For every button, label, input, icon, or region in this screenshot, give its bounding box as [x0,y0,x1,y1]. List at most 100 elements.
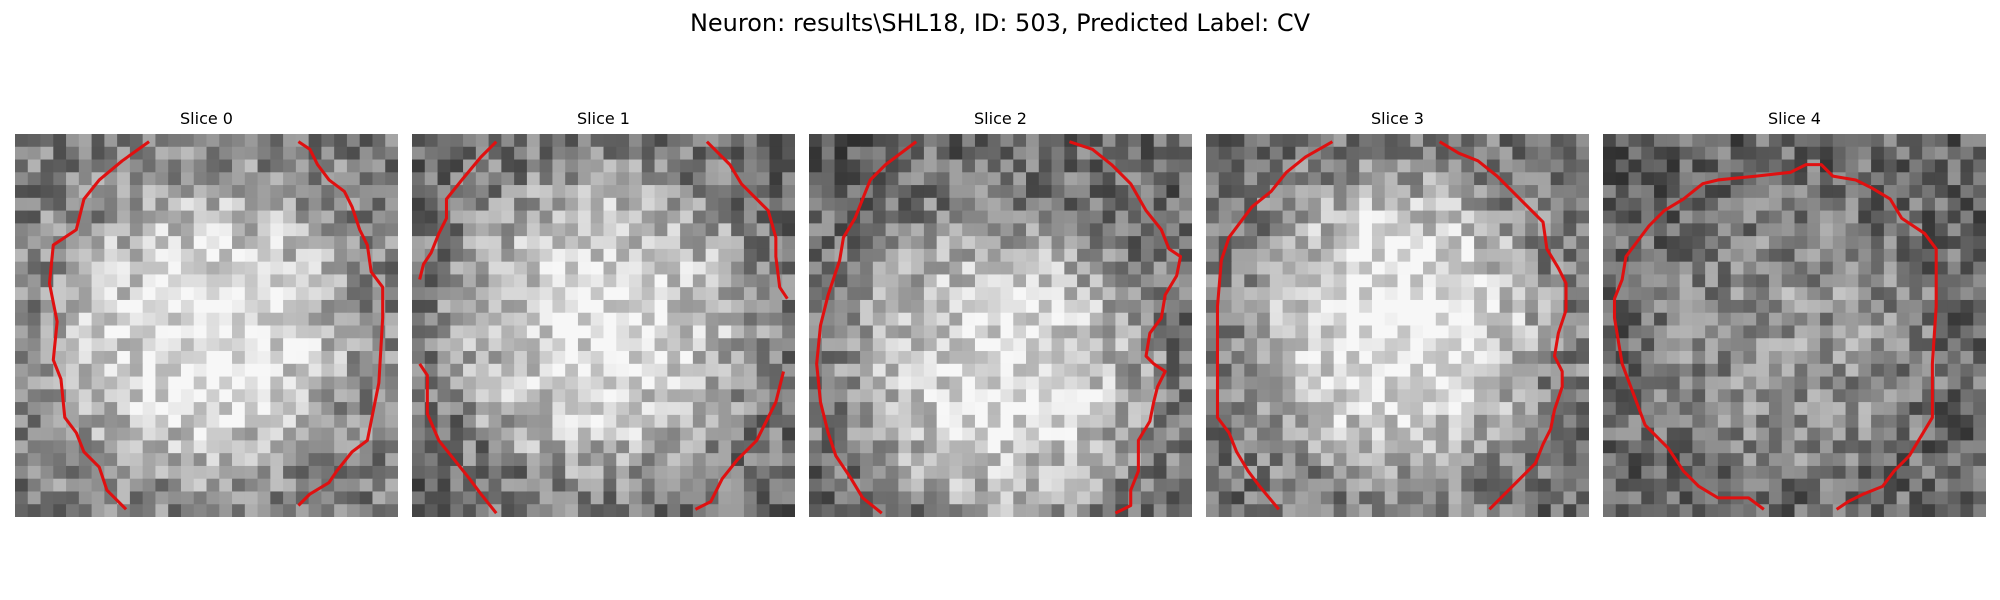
image-pixel [1218,312,1232,326]
image-pixel [295,427,310,441]
image-pixel [769,478,783,492]
image-pixel [385,389,398,403]
image-pixel [219,325,233,339]
image-pixel [475,236,489,250]
image-pixel [450,440,464,454]
image-pixel [1333,172,1347,186]
image-pixel [590,453,604,467]
image-pixel [731,312,745,326]
image-pixel [1781,389,1795,403]
image-pixel [1308,274,1322,288]
image-pixel [1934,312,1949,326]
image-pixel [654,338,668,352]
image-pixel [1410,402,1424,416]
image-pixel [1666,287,1680,301]
image-pixel [1947,146,1961,160]
image-pixel [1845,325,1859,339]
image-pixel [705,261,719,275]
image-pixel [590,478,604,492]
image-pixel [1820,453,1834,467]
image-pixel [232,223,246,237]
image-pixel [1333,414,1347,429]
image-pixel [1410,414,1424,429]
image-pixel [1474,478,1488,492]
image-pixel [270,351,284,365]
image-pixel [1550,299,1564,314]
image-pixel [962,236,976,250]
image-pixel [463,159,477,173]
image-pixel [437,146,451,160]
image-pixel [539,210,553,224]
image-pixel [1051,338,1065,352]
image-pixel [1807,363,1821,377]
image-pixel [1179,312,1192,326]
image-pixel [295,376,310,390]
image-pixel [898,376,912,390]
image-pixel [1692,312,1706,326]
image-pixel [526,146,541,160]
image-pixel [66,389,80,403]
image-pixel [1525,274,1539,288]
image-pixel [974,453,989,467]
image-pixel [1346,236,1360,250]
image-pixel [1448,261,1462,275]
image-pixel [1397,453,1411,467]
image-pixel [1013,504,1027,517]
image-pixel [1922,440,1936,454]
image-pixel [629,210,643,224]
image-pixel [1282,465,1296,480]
image-pixel [463,491,477,505]
image-pixel [1832,236,1846,250]
image-pixel [1115,299,1129,314]
image-pixel [168,197,182,211]
image-pixel [1102,299,1116,314]
image-pixel [565,325,579,339]
image-pixel [1934,197,1949,211]
image-pixel [1858,197,1872,211]
image-pixel [1756,402,1770,416]
image-pixel [117,402,131,416]
image-pixel [1206,414,1220,429]
image-pixel [1499,351,1513,365]
image-pixel [987,376,1001,390]
image-pixel [1576,299,1589,314]
image-pixel [1218,210,1232,224]
image-pixel [1384,159,1398,173]
image-pixel [1807,274,1821,288]
image-pixel [731,440,745,454]
image-pixel [1448,351,1462,365]
image-pixel [180,325,195,339]
image-pixel [1000,491,1014,505]
image-pixel [962,210,976,224]
image-pixel [53,274,67,288]
image-pixel [346,491,361,505]
image-pixel [1563,134,1577,148]
image-pixel [1947,248,1961,263]
image-pixel [514,351,528,365]
image-pixel [1269,478,1283,492]
image-pixel [949,338,963,352]
image-pixel [1486,325,1501,339]
image-pixel [603,414,617,429]
image-pixel [1896,134,1910,148]
image-pixel [1794,287,1808,301]
image-pixel [244,210,258,224]
image-pixel [743,299,758,314]
image-pixel [257,134,271,148]
image-pixel [718,312,732,326]
image-pixel [514,236,528,250]
image-pixel [731,223,745,237]
image-pixel [1871,146,1885,160]
image-pixel [1576,491,1589,505]
image-pixel [1115,185,1129,199]
image-pixel [1486,185,1501,199]
image-pixel [1166,363,1180,377]
image-pixel [667,402,681,416]
image-pixel [53,465,67,480]
image-pixel [1563,414,1577,429]
image-pixel [412,134,426,148]
image-pixel [1410,134,1424,148]
image-pixel [180,402,195,416]
image-pixel [590,236,604,250]
image-pixel [641,440,655,454]
